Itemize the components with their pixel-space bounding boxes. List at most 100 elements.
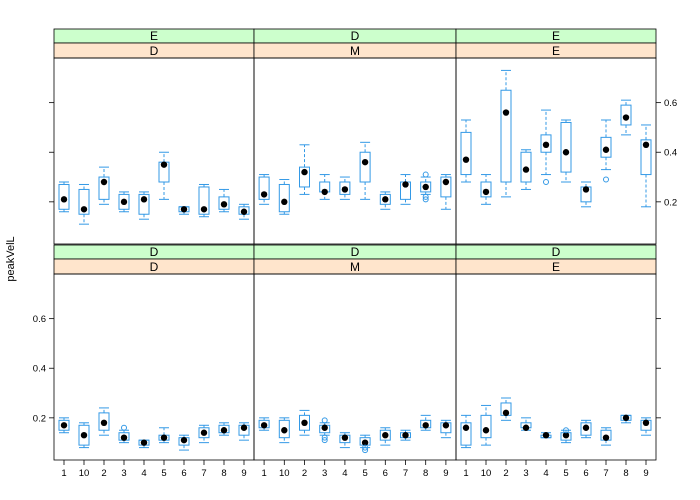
strip-outer-label: D: [351, 245, 360, 259]
outlier-point: [321, 417, 328, 424]
median-dot: [60, 422, 68, 429]
median-dot: [220, 427, 228, 434]
box: [440, 176, 452, 198]
box: [480, 414, 492, 439]
median-dot: [442, 422, 450, 429]
median-dot: [382, 432, 389, 439]
box: [278, 183, 290, 213]
median-dot: [602, 146, 610, 153]
box: [480, 181, 492, 198]
y-axis-label: peakVelL: [5, 236, 17, 281]
median-dot: [422, 422, 429, 429]
median-dot: [622, 414, 630, 422]
x-tick-label: 10: [79, 468, 90, 479]
box: [58, 183, 70, 210]
median-dot: [301, 419, 308, 426]
outlier-point: [563, 427, 569, 434]
median-dot: [582, 424, 590, 431]
median-dot: [140, 196, 148, 203]
x-tick-label: 1: [61, 468, 66, 479]
median-dot: [502, 409, 510, 417]
x-tick-label: 10: [481, 468, 492, 479]
panel-frame: [455, 57, 657, 245]
box: [640, 139, 652, 176]
x-tick-label: 8: [221, 468, 226, 479]
median-dot: [642, 419, 650, 426]
panel-frame: [455, 273, 657, 461]
y-tick-label: 0.2: [664, 197, 677, 208]
outlier-point: [321, 437, 328, 444]
x-tick-label: 3: [322, 468, 327, 479]
box: [278, 419, 290, 439]
median-dot: [642, 141, 650, 148]
x-tick-label: 6: [383, 468, 388, 479]
x-tick-label: 7: [603, 468, 608, 479]
box: [580, 422, 592, 436]
median-dot: [542, 141, 550, 148]
x-tick-label: 8: [423, 468, 428, 479]
y-tick-label: 0.4: [33, 364, 46, 375]
strip-outer-label: D: [552, 245, 561, 259]
box: [379, 193, 391, 205]
box: [58, 419, 70, 431]
x-tick-label: 1: [261, 468, 266, 479]
median-dot: [100, 419, 108, 426]
strip-inner-label: D: [150, 260, 159, 274]
box: [500, 89, 512, 183]
outlier-point: [362, 444, 369, 451]
x-tick-label: 2: [503, 468, 508, 479]
y-tick-label: 0.4: [664, 148, 677, 159]
median-dot: [200, 429, 208, 436]
x-tick-label: 9: [241, 468, 246, 479]
median-dot: [321, 424, 328, 431]
strip-outer-label: E: [150, 29, 158, 43]
median-dot: [80, 432, 88, 439]
median-dot: [522, 424, 530, 431]
median-dot: [462, 424, 470, 431]
y-tick-label: 0.6: [664, 98, 677, 109]
strip-inner-label: E: [552, 44, 560, 58]
box: [420, 181, 432, 193]
x-tick-label: 5: [563, 468, 568, 479]
median-dot: [260, 422, 268, 429]
strip-outer-label: E: [552, 29, 560, 43]
box: [98, 176, 110, 200]
x-tick-label: 4: [141, 468, 146, 479]
x-tick-label: 5: [161, 468, 166, 479]
median-dot: [160, 161, 168, 168]
median-dot: [180, 206, 188, 213]
strip-inner-label: D: [150, 44, 159, 58]
median-dot: [522, 166, 530, 173]
median-dot: [482, 427, 490, 434]
x-tick-label: 3: [523, 468, 528, 479]
box: [258, 176, 270, 200]
box: [78, 188, 90, 215]
box: [339, 181, 351, 195]
median-dot: [220, 201, 228, 208]
box: [78, 424, 90, 446]
median-dot: [562, 149, 570, 156]
box: [138, 193, 150, 215]
outlier-point: [321, 434, 328, 441]
x-tick-label: 9: [443, 468, 448, 479]
median-dot: [140, 439, 148, 446]
x-tick-label: 7: [403, 468, 408, 479]
box: [560, 121, 572, 173]
outlier-point: [603, 176, 609, 183]
median-dot: [502, 109, 510, 116]
median-dot: [260, 191, 268, 198]
median-dot: [341, 434, 349, 441]
median-dot: [301, 168, 308, 176]
median-dot: [582, 186, 590, 193]
outlier-point: [121, 424, 127, 431]
x-tick-label: 10: [279, 468, 290, 479]
x-tick-label: 9: [643, 468, 648, 479]
median-dot: [361, 158, 369, 166]
x-tick-label: 8: [623, 468, 628, 479]
x-tick-label: 5: [362, 468, 367, 479]
box: [620, 104, 632, 126]
box: [198, 186, 210, 215]
box: [379, 429, 391, 441]
x-tick-label: 4: [543, 468, 548, 479]
median-dot: [80, 206, 88, 213]
